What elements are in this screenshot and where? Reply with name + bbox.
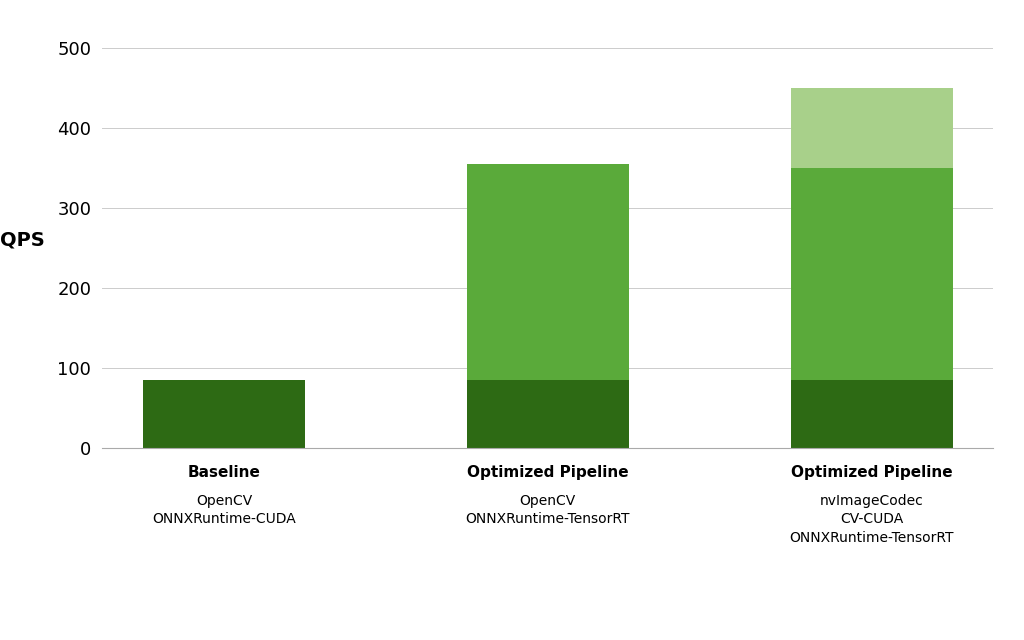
Text: Optimized Pipeline: Optimized Pipeline [791,465,952,479]
Bar [791,88,952,168]
Bar [467,380,629,448]
Text: OpenCV
ONNXRuntime-TensorRT: OpenCV ONNXRuntime-TensorRT [466,494,630,526]
Bar [143,380,305,448]
Text: nvImageCodec
CV-CUDA
ONNXRuntime-TensorRT: nvImageCodec CV-CUDA ONNXRuntime-TensorR… [790,494,954,545]
Bar [791,168,952,380]
Text: Baseline: Baseline [187,465,260,479]
Bar [791,380,952,448]
Text: Optimized Pipeline: Optimized Pipeline [467,465,629,479]
Bar [467,164,629,380]
Text: OpenCV
ONNXRuntime-CUDA: OpenCV ONNXRuntime-CUDA [152,494,296,526]
Y-axis label: QPS: QPS [0,230,45,250]
